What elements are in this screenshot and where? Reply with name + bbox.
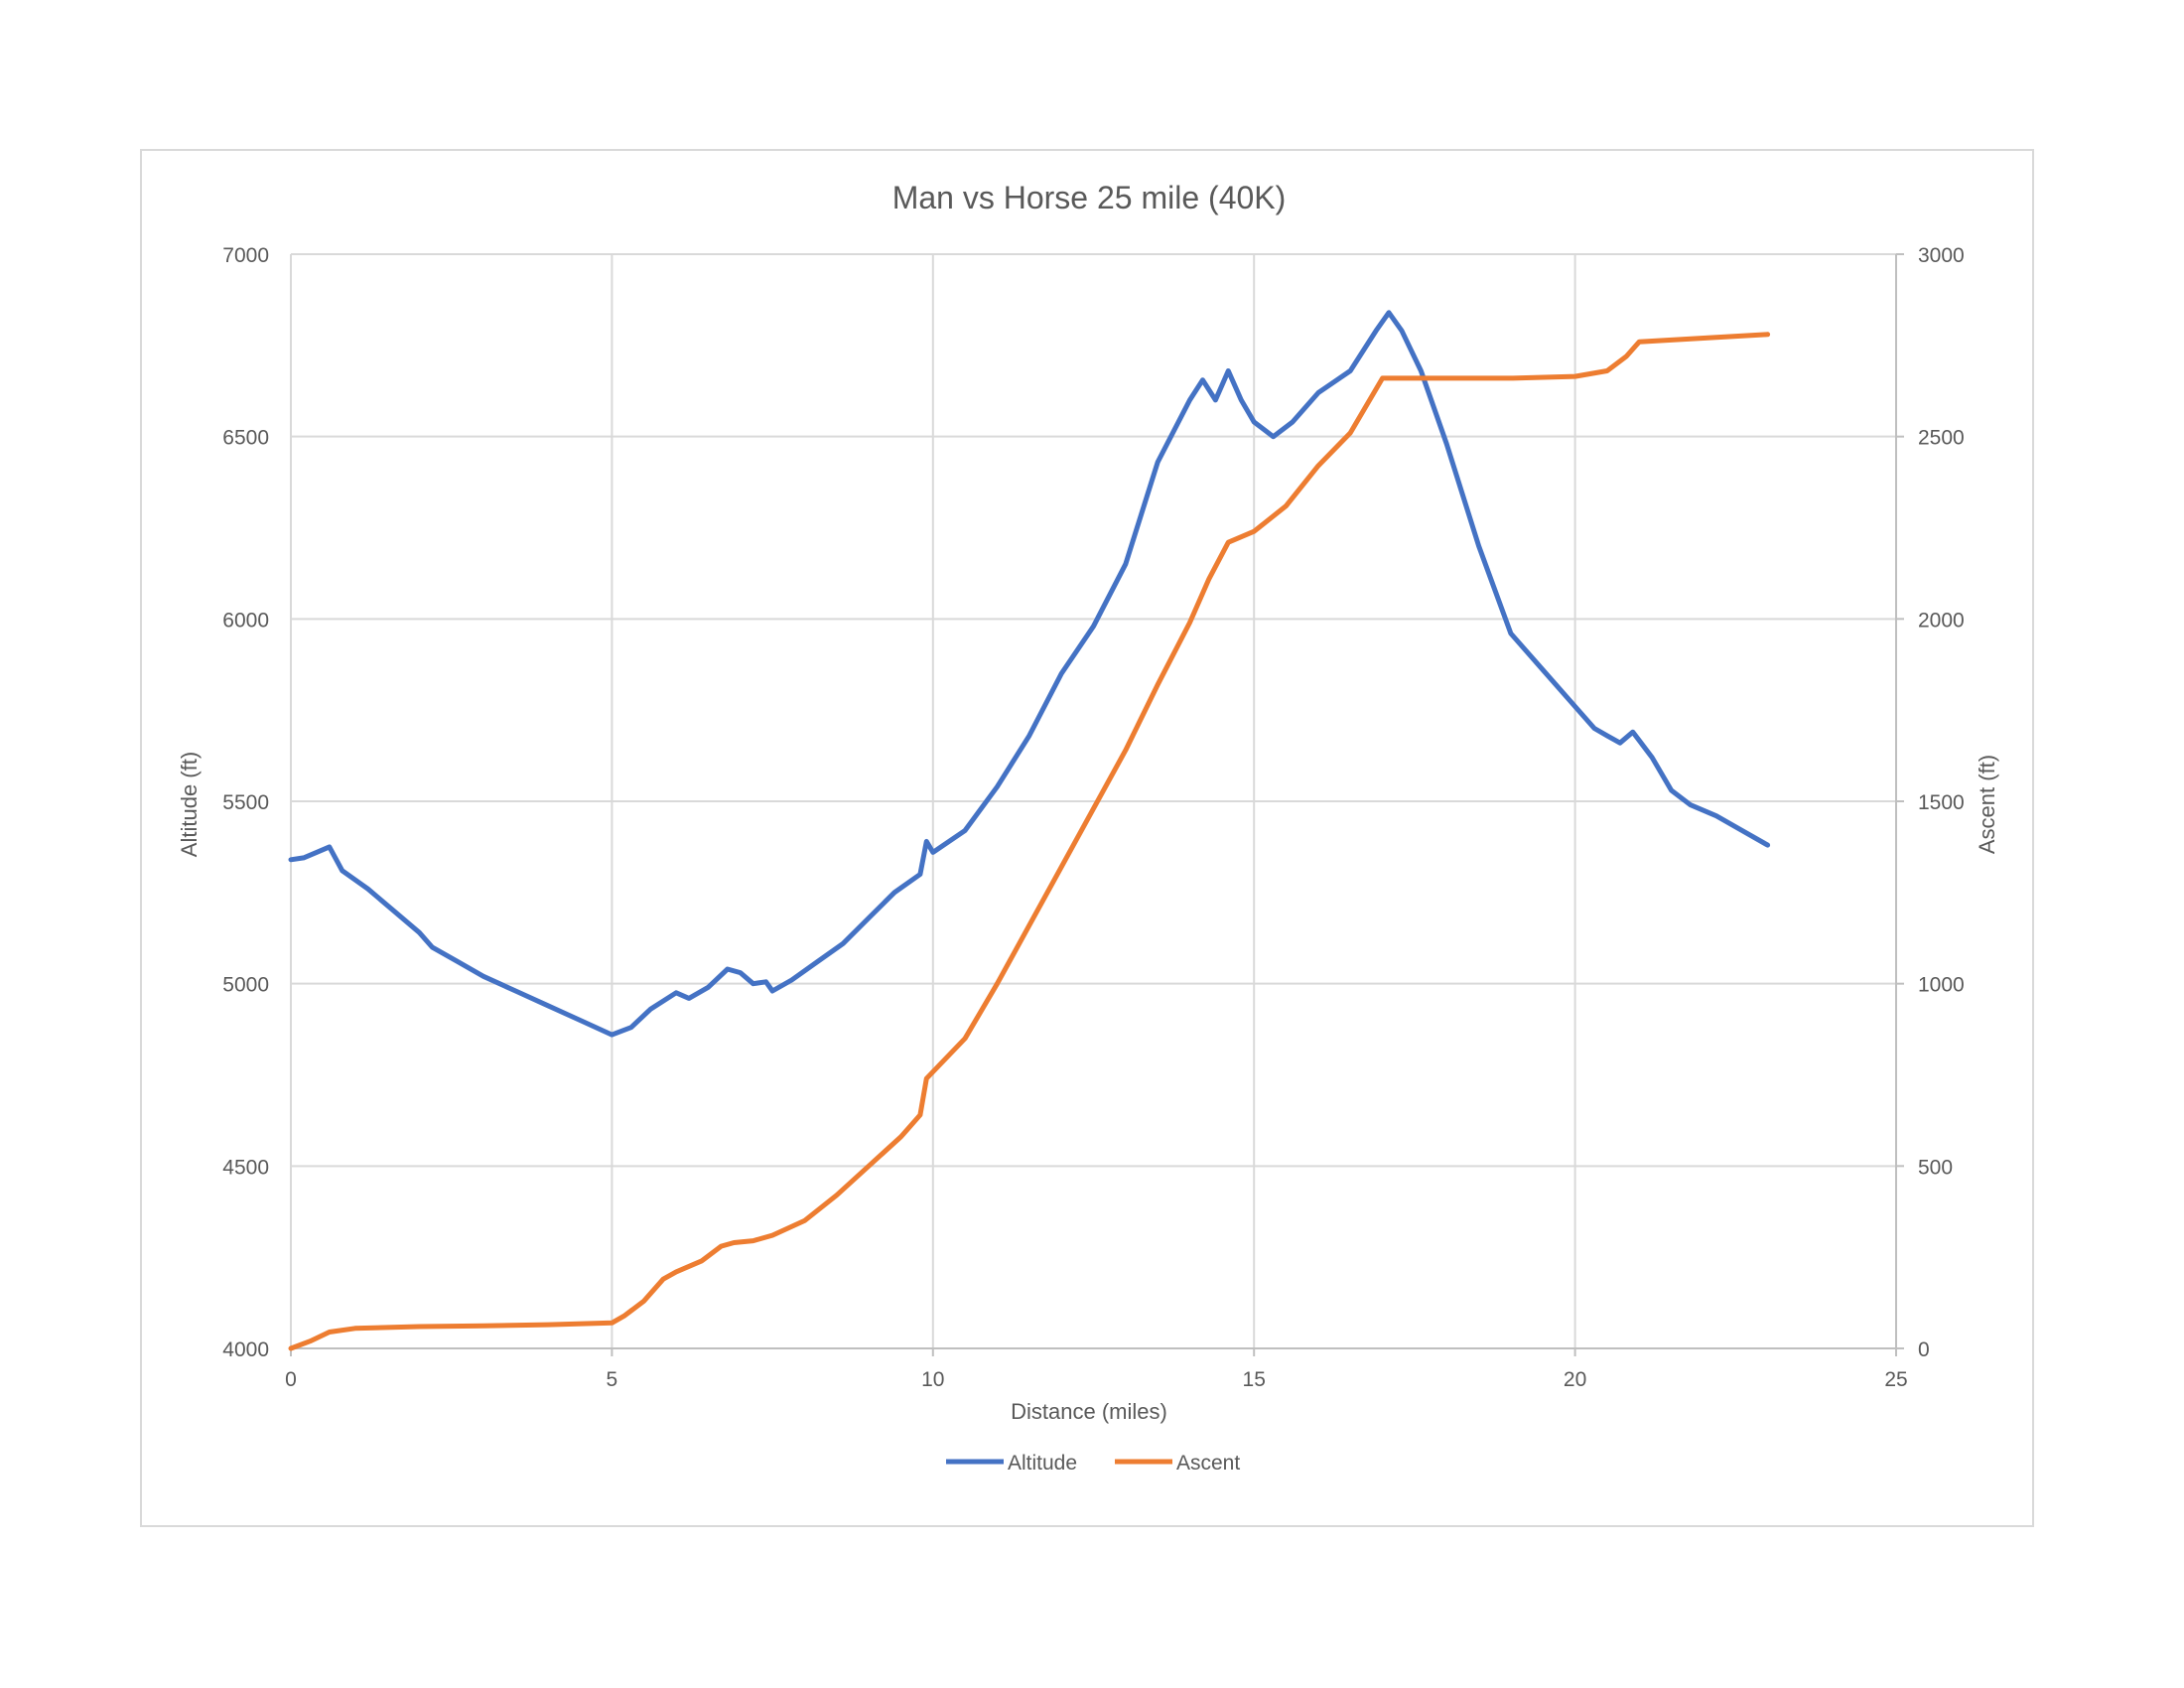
axes: 4000 4500 5000 5500 6000 6500 7000 0 500 1000 1500…	[222, 244, 1964, 1391]
y-tick-label: 5000	[222, 974, 269, 997]
chart-svg: 4000 4500 5000 5500 6000 6500 7000 0 500 1000 1500…	[177, 180, 1999, 1475]
gridlines	[290, 253, 1897, 1349]
legend-label-ascent: Ascent	[1176, 1452, 1240, 1475]
x-tick-label: 0	[285, 1368, 297, 1391]
x-tick-label: 5	[607, 1368, 618, 1391]
legend: Altitude Ascent	[946, 1452, 1240, 1475]
x-tick-label: 20	[1564, 1368, 1586, 1391]
y2-tick-label: 1500	[1918, 791, 1965, 814]
y-tick-label: 6000	[222, 609, 269, 632]
x-axis-label: Distance (miles)	[1011, 1399, 1167, 1424]
x-tick-label: 25	[1884, 1368, 1907, 1391]
chart-frame: 4000 4500 5000 5500 6000 6500 7000 0 500 1000 1500…	[140, 149, 2034, 1527]
series-line-ascent	[288, 332, 1771, 1351]
y2-tick-label: 0	[1918, 1338, 1930, 1361]
y-axis-label: Altitude (ft)	[177, 752, 202, 857]
y2-tick-label: 1000	[1918, 974, 1965, 997]
y-tick-label: 4000	[222, 1338, 269, 1361]
series-line-altitude	[288, 310, 1771, 1038]
x-tick-label: 10	[921, 1368, 944, 1391]
y-tick-label: 4500	[222, 1156, 269, 1179]
y-tick-label: 6500	[222, 427, 269, 450]
y2-axis-label: Ascent (ft)	[1975, 755, 1999, 854]
y-tick-label: 7000	[222, 244, 269, 267]
y-tick-label: 5500	[222, 791, 269, 814]
y2-tick-label: 2000	[1918, 609, 1965, 632]
y2-tick-label: 3000	[1918, 244, 1965, 267]
y2-tick-label: 2500	[1918, 427, 1965, 450]
series-lines	[288, 310, 1771, 1351]
x-tick-label: 15	[1243, 1368, 1266, 1391]
y2-tick-label: 500	[1918, 1156, 1953, 1179]
legend-label-altitude: Altitude	[1008, 1452, 1077, 1475]
chart-title: Man vs Horse 25 mile (40K)	[892, 180, 1287, 215]
